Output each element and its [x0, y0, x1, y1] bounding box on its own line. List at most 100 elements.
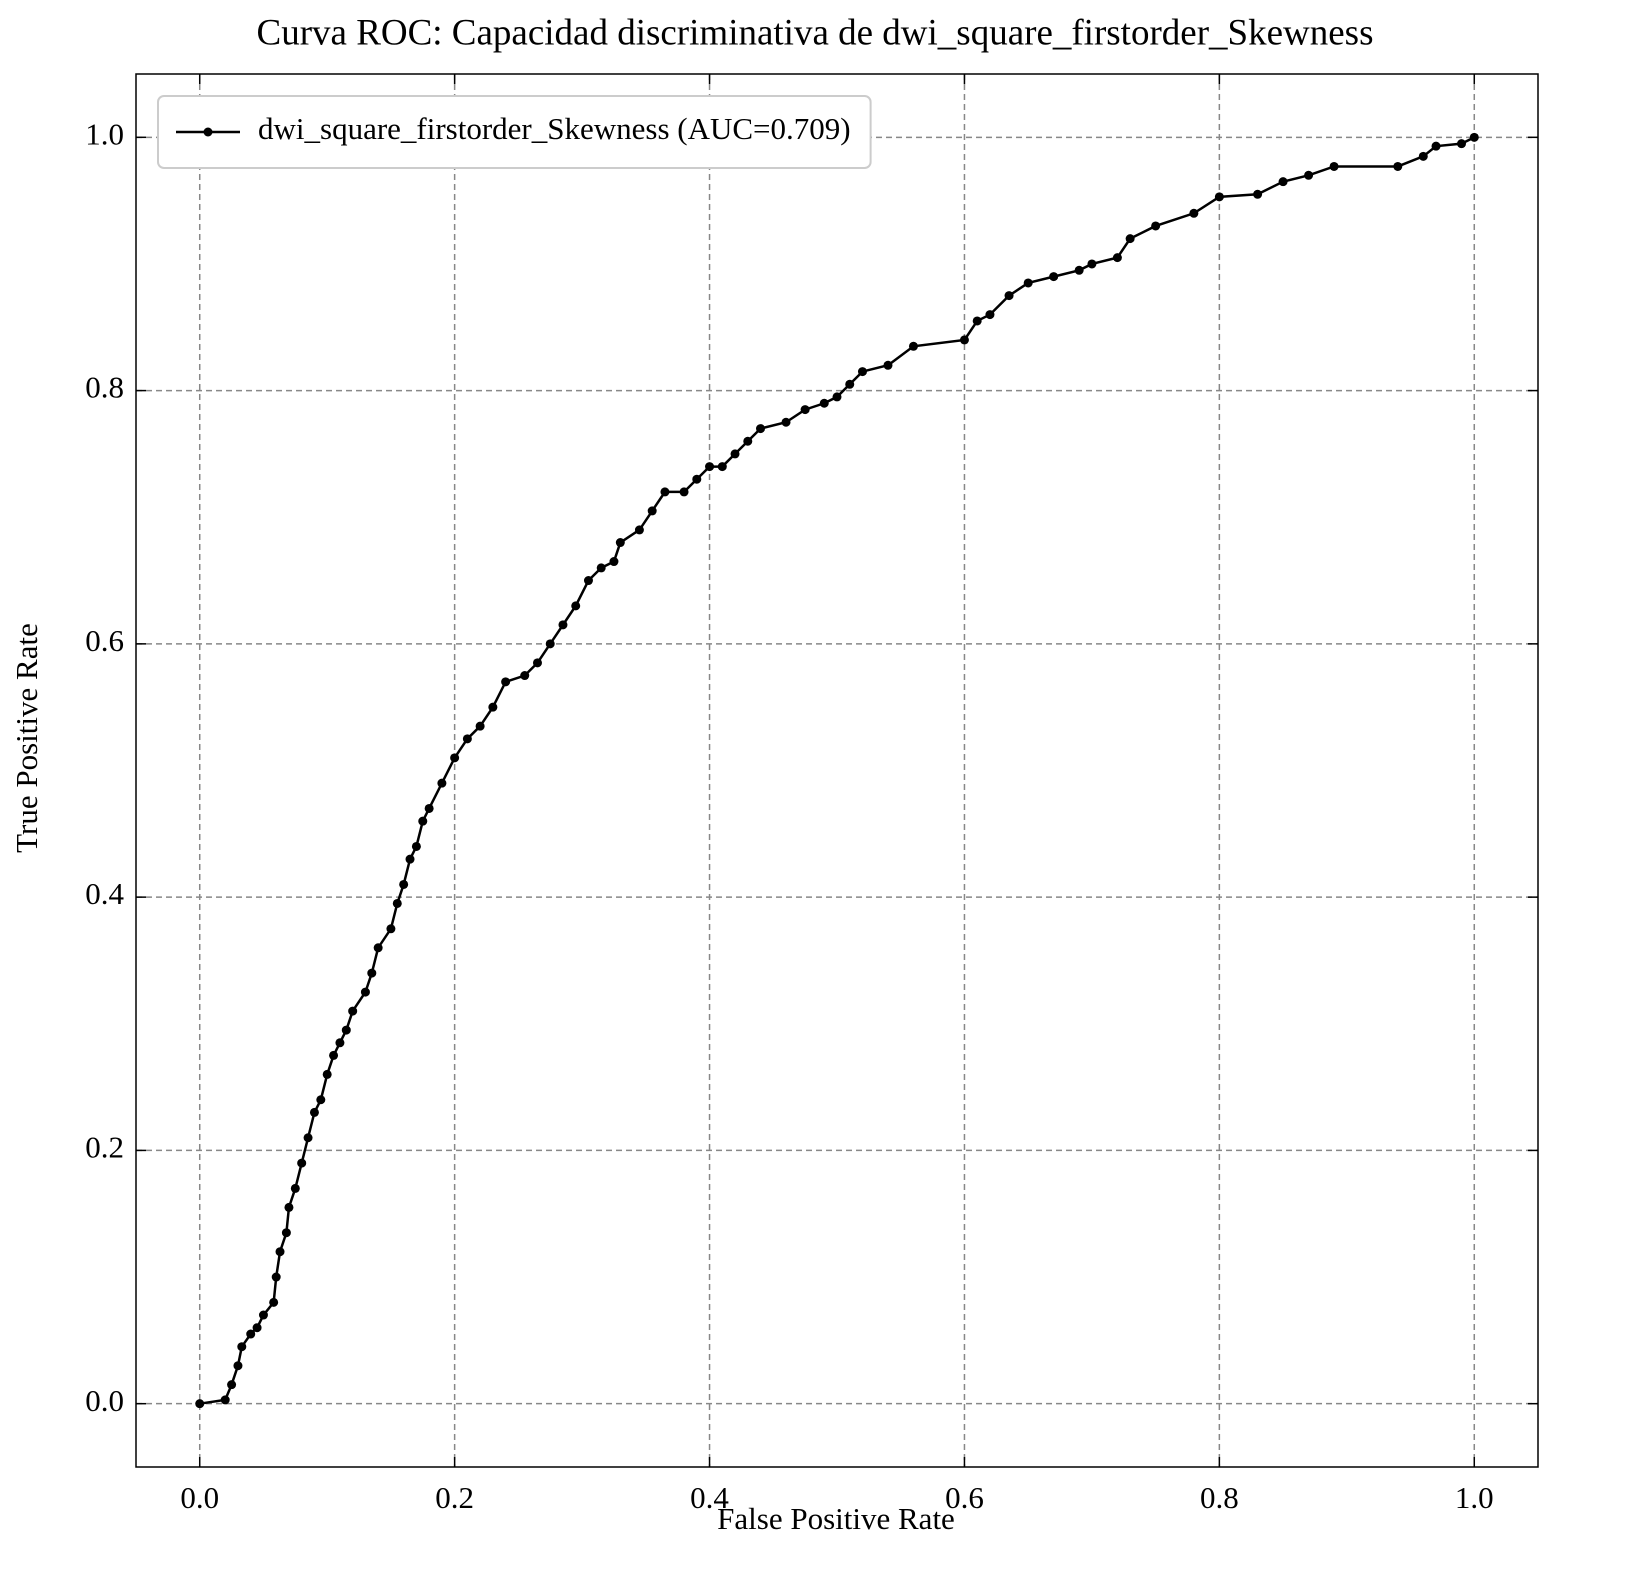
point-marker	[1189, 208, 1199, 218]
point-marker	[609, 557, 619, 567]
point-marker	[1087, 259, 1097, 269]
point-marker	[437, 778, 447, 788]
point-marker	[269, 1297, 279, 1307]
point-marker	[596, 563, 606, 573]
point-marker	[959, 335, 969, 345]
point-marker	[322, 1069, 332, 1079]
point-marker	[583, 576, 593, 586]
point-marker	[392, 898, 402, 908]
point-marker	[303, 1133, 313, 1143]
point-marker	[717, 462, 727, 472]
point-marker	[571, 601, 581, 611]
y-tick-label: 1.0	[85, 116, 124, 151]
point-marker	[271, 1272, 281, 1282]
point-marker	[520, 671, 530, 681]
point-marker	[660, 487, 670, 497]
point-marker	[252, 1323, 262, 1333]
point-marker	[284, 1202, 294, 1212]
point-marker	[220, 1395, 230, 1405]
point-marker	[1004, 291, 1014, 301]
point-marker	[883, 360, 893, 370]
point-marker	[1074, 265, 1084, 275]
point-marker	[335, 1038, 345, 1048]
point-marker	[367, 968, 377, 978]
point-marker	[501, 677, 511, 687]
point-marker	[634, 525, 644, 535]
point-marker	[258, 1310, 268, 1320]
point-marker	[341, 1025, 351, 1035]
point-marker	[679, 487, 689, 497]
point-marker	[545, 639, 555, 649]
point-marker	[195, 1399, 205, 1409]
point-marker	[348, 1006, 358, 1016]
x-tick-label: 0.8	[1200, 1480, 1239, 1515]
point-marker	[360, 987, 370, 997]
point-marker	[405, 854, 415, 864]
point-marker	[985, 310, 995, 320]
point-marker	[705, 462, 715, 472]
point-marker	[1393, 161, 1403, 171]
point-marker	[418, 816, 428, 826]
x-tick-label: 0.6	[945, 1480, 984, 1515]
point-marker	[845, 379, 855, 389]
x-tick-label: 0.2	[435, 1480, 474, 1515]
point-marker	[1214, 192, 1224, 202]
y-axis-label: True Positive Rate	[9, 623, 44, 853]
legend: dwi_square_firstorder_Skewness (AUC=0.70…	[157, 95, 872, 169]
point-marker	[743, 436, 753, 446]
point-marker	[450, 753, 460, 763]
point-marker	[1151, 221, 1161, 231]
point-marker	[647, 506, 657, 516]
point-marker	[309, 1107, 319, 1117]
x-tick-label: 0.4	[690, 1480, 729, 1515]
point-marker	[399, 879, 409, 889]
point-marker	[756, 424, 766, 434]
point-marker	[908, 341, 918, 351]
legend-marker	[203, 127, 213, 137]
point-marker	[1125, 234, 1135, 244]
x-tick-label: 1.0	[1455, 1480, 1494, 1515]
point-marker	[1304, 170, 1314, 180]
point-marker	[730, 449, 740, 459]
point-marker	[281, 1228, 291, 1238]
point-marker	[1112, 253, 1122, 263]
point-marker	[1023, 278, 1033, 288]
point-marker	[246, 1329, 256, 1339]
point-marker	[462, 734, 472, 744]
y-tick-label: 0.8	[85, 370, 124, 405]
point-marker	[1278, 177, 1288, 187]
y-tick-label: 0.2	[85, 1130, 124, 1165]
plot-frame	[135, 73, 1539, 1468]
x-axis-label: False Positive Rate	[717, 1501, 955, 1536]
point-marker	[972, 316, 982, 326]
point-marker	[237, 1342, 247, 1352]
point-marker	[1049, 272, 1059, 282]
point-marker	[475, 721, 485, 731]
point-marker	[692, 474, 702, 484]
point-marker	[329, 1050, 339, 1060]
point-marker	[227, 1380, 237, 1390]
point-marker	[1431, 141, 1441, 151]
point-marker	[233, 1361, 243, 1371]
point-marker	[1418, 151, 1428, 161]
point-marker	[1253, 189, 1263, 199]
point-marker	[411, 841, 421, 851]
roc-line	[199, 136, 1475, 1405]
point-marker	[373, 943, 383, 953]
point-marker	[1469, 132, 1479, 142]
point-marker	[297, 1158, 307, 1168]
point-marker	[1329, 161, 1339, 171]
point-marker	[857, 367, 867, 377]
legend-label: dwi_square_firstorder_Skewness (AUC=0.70…	[258, 111, 851, 146]
y-tick-label: 0.0	[85, 1383, 124, 1418]
y-tick-label: 0.4	[85, 876, 124, 911]
point-marker	[386, 924, 396, 934]
point-marker	[832, 392, 842, 402]
point-marker	[781, 417, 791, 427]
point-marker	[558, 620, 568, 630]
x-tick-label: 0.0	[180, 1480, 219, 1515]
chart-title: Curva ROC: Capacidad discriminativa de d…	[257, 12, 1374, 53]
point-marker	[615, 538, 625, 548]
